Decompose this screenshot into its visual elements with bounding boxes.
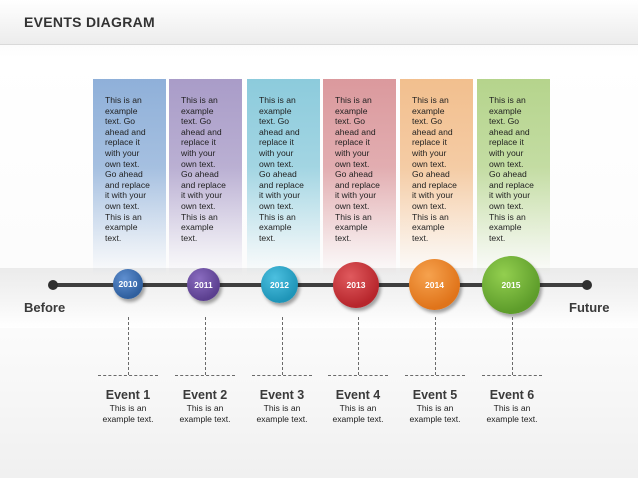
year-label: 2013	[346, 280, 366, 290]
column-text: This is an example text. Go ahead and re…	[259, 95, 304, 243]
page-title: EVENTS DIAGRAM	[24, 14, 155, 30]
event-description-6: This is an example text.	[486, 403, 538, 424]
connector-horizontal	[98, 375, 158, 376]
connector-horizontal	[328, 375, 388, 376]
connector-vertical	[435, 317, 436, 375]
year-label: 2011	[194, 279, 213, 290]
column-text: This is an example text. Go ahead and re…	[181, 95, 226, 243]
year-label: 2010	[118, 279, 138, 289]
event-description-4: This is an example text.	[332, 403, 384, 424]
event-title-2: Event 2	[182, 388, 228, 402]
year-label: 2014	[425, 279, 444, 290]
column-text: This is an example text. Go ahead and re…	[412, 95, 457, 243]
connector-horizontal	[252, 375, 312, 376]
column-text: This is an example text. Go ahead and re…	[489, 95, 534, 243]
timeline-start-dot	[48, 280, 58, 290]
connector-vertical	[512, 317, 513, 375]
year-node-6: 2015	[482, 256, 540, 314]
future-label: Future	[569, 300, 610, 315]
timeline-band	[0, 268, 638, 328]
year-node-1: 2010	[113, 269, 143, 299]
connector-vertical	[282, 317, 283, 375]
column-2: This is an example text. Go ahead and re…	[169, 79, 242, 275]
timeline-end-dot	[582, 280, 592, 290]
column-5: This is an example text. Go ahead and re…	[400, 79, 473, 275]
event-title-3: Event 3	[259, 388, 305, 402]
event-title-4: Event 4	[335, 388, 381, 402]
before-label: Before	[24, 300, 66, 315]
connector-horizontal	[405, 375, 465, 376]
event-title-6: Event 6	[489, 388, 535, 402]
year-node-3: 2012	[261, 266, 298, 303]
timeline-line	[52, 283, 588, 287]
event-description-5: This is an example text.	[409, 403, 461, 424]
event-description-1: This is an example text.	[102, 403, 154, 424]
event-title-5: Event 5	[412, 388, 458, 402]
year-node-2: 2011	[187, 268, 220, 301]
year-label: 2012	[270, 279, 289, 290]
year-node-4: 2013	[333, 262, 379, 308]
connector-vertical	[205, 317, 206, 375]
event-description-2: This is an example text.	[179, 403, 231, 424]
column-3: This is an example text. Go ahead and re…	[247, 79, 320, 275]
connector-horizontal	[175, 375, 235, 376]
connector-vertical	[128, 317, 129, 375]
column-text: This is an example text. Go ahead and re…	[105, 95, 150, 243]
event-title-1: Event 1	[105, 388, 151, 402]
year-node-5: 2014	[409, 259, 460, 310]
connector-vertical	[358, 317, 359, 375]
event-description-3: This is an example text.	[256, 403, 308, 424]
column-4: This is an example text. Go ahead and re…	[323, 79, 396, 275]
title-bar: EVENTS DIAGRAM	[0, 0, 638, 45]
connector-horizontal	[482, 375, 542, 376]
year-label: 2015	[501, 280, 521, 290]
column-1: This is an example text. Go ahead and re…	[93, 79, 166, 275]
column-text: This is an example text. Go ahead and re…	[335, 95, 380, 243]
column-6: This is an example text. Go ahead and re…	[477, 79, 550, 275]
